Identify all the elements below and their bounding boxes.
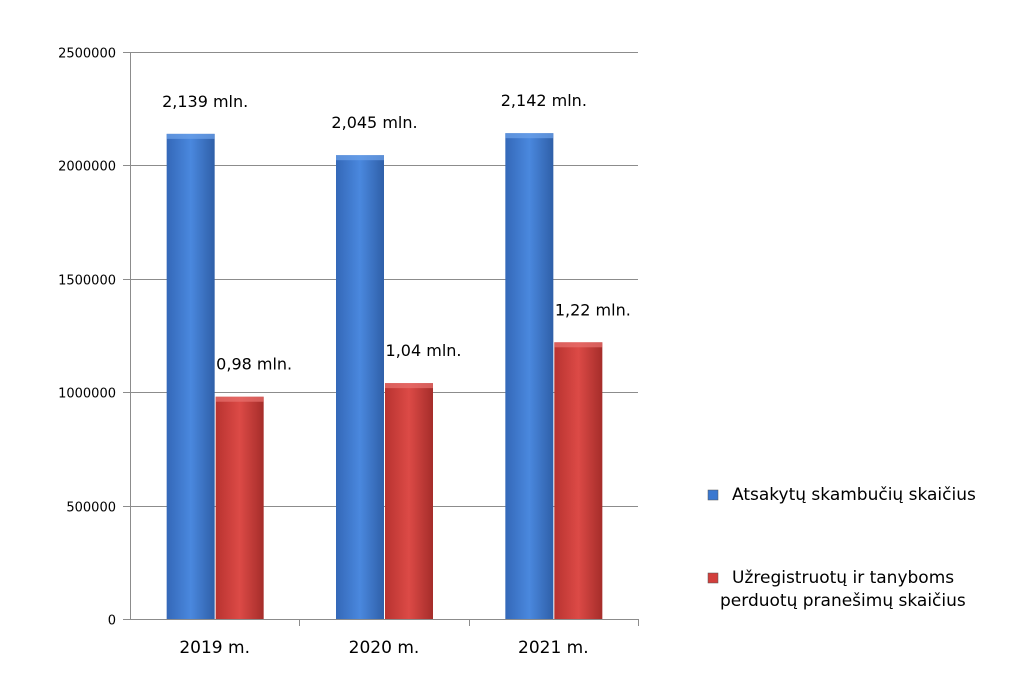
- y-tick-label: 0: [108, 614, 116, 629]
- data-label: 1,04 mln.: [386, 341, 462, 360]
- legend-label: Užregistruotų ir tanyboms: [732, 568, 954, 588]
- legend-label: perduotų pranešimų skaičius: [720, 591, 966, 611]
- data-label: 2,142 mln.: [501, 91, 587, 110]
- bar: [505, 133, 554, 619]
- data-label: 2,045 mln.: [331, 113, 417, 132]
- bar-bevel: [336, 155, 384, 161]
- bar: [215, 396, 264, 619]
- bar: [166, 133, 215, 619]
- y-tick-label: 2000000: [58, 160, 116, 175]
- bar-bevel: [554, 342, 603, 348]
- y-tick-label: 1500000: [58, 274, 116, 289]
- legend-swatch: [707, 572, 719, 584]
- bar: [385, 383, 433, 619]
- bar-bevel: [166, 133, 215, 139]
- bar-bevel: [505, 133, 554, 139]
- data-label: 2,139 mln.: [162, 92, 248, 111]
- legend-label: Atsakytų skambučių skaičius: [732, 485, 976, 505]
- data-label: 0,98 mln.: [216, 355, 292, 374]
- bar: [336, 155, 384, 619]
- data-label: 1,22 mln.: [555, 300, 631, 319]
- bar-bevel: [215, 396, 264, 402]
- x-tick-label: 2021 m.: [518, 638, 589, 658]
- x-tick-label: 2020 m.: [349, 638, 420, 658]
- y-tick-label: 500000: [66, 501, 116, 516]
- legend-swatch: [707, 489, 719, 501]
- x-tick-label: 2019 m.: [179, 638, 250, 658]
- bar: [554, 342, 603, 619]
- bar-bevel: [385, 383, 433, 389]
- y-tick-label: 2500000: [58, 47, 116, 62]
- y-tick-label: 1000000: [58, 387, 116, 402]
